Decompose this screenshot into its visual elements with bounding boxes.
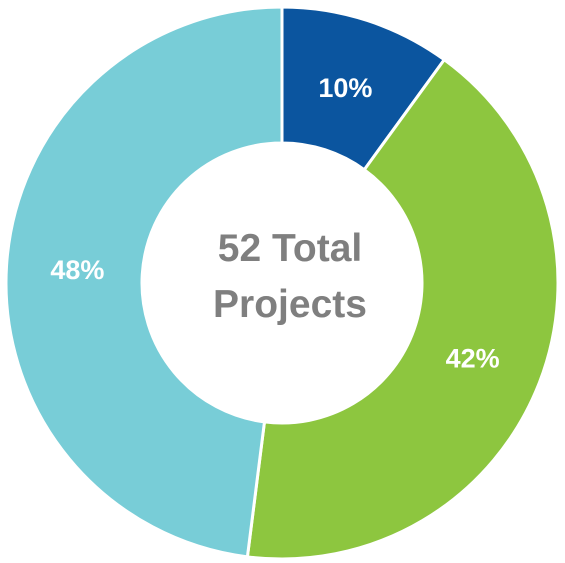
center-label-line1: 52 Total xyxy=(218,227,362,270)
center-label-line2: Projects xyxy=(213,283,367,326)
slice-label-2: 42% xyxy=(446,343,500,373)
donut-slice-2 xyxy=(245,58,560,561)
slice-label-1: 10% xyxy=(318,73,372,103)
slice-label-3: 48% xyxy=(50,255,104,285)
donut-slices xyxy=(4,5,560,561)
donut-slice-3 xyxy=(4,5,284,559)
slice-labels: 10% 42% 48% xyxy=(50,73,499,373)
